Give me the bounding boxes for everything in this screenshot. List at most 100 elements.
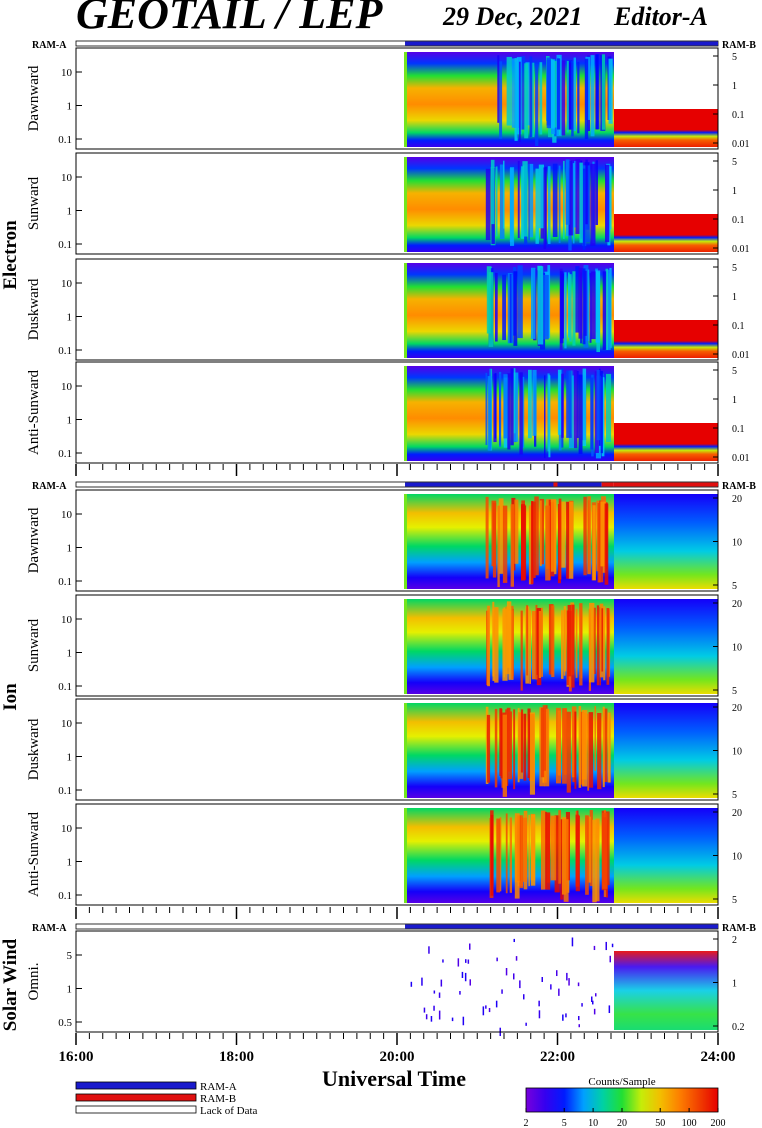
data-cell (438, 992, 441, 998)
data-cell (469, 979, 471, 986)
y-tick-label: 1 (67, 752, 73, 764)
y-tick-label: 10 (61, 67, 73, 79)
data-cell (568, 978, 570, 986)
data-cell (562, 1014, 564, 1021)
mode-bar: RAM-A RAM-B (32, 481, 756, 492)
colorbar-tick-label: 100 (682, 1118, 697, 1128)
data-streak (485, 372, 488, 446)
data-streak (535, 604, 538, 680)
data-streak (529, 712, 535, 795)
y2-tick-label: 0.01 (732, 139, 750, 150)
y2-tick-label: 0.1 (732, 110, 745, 121)
y2-tick-label: 5 (732, 52, 737, 63)
data-streak (566, 711, 571, 793)
data-streak (566, 370, 572, 438)
mode-bar: RAM-A RAM-B (32, 923, 756, 934)
data-cell (591, 996, 593, 1002)
data-streak (554, 815, 560, 893)
data-streak (526, 605, 529, 676)
data-streak (573, 370, 578, 449)
data-streak (602, 708, 608, 782)
data-streak (511, 274, 514, 344)
data-streak (546, 812, 551, 890)
data-streak (605, 268, 608, 351)
data-streak (560, 501, 566, 568)
data-streak (494, 607, 499, 683)
data-streak (538, 266, 544, 345)
data-streak (542, 705, 546, 771)
legend-label: RAM-A (200, 1081, 237, 1093)
data-streak (574, 711, 577, 789)
group-label: Ion (0, 683, 21, 711)
data-streak (495, 166, 498, 237)
y2-tick-label: 0.1 (732, 424, 745, 435)
data-streak (531, 267, 536, 339)
data-streak (404, 366, 407, 461)
data-streak (595, 270, 601, 343)
data-streak (592, 819, 597, 903)
data-streak (514, 499, 519, 564)
y-tick-label: 0.1 (58, 681, 72, 693)
x-tick-label: 24:00 (701, 1049, 736, 1065)
data-streak (582, 368, 587, 447)
data-cell (488, 1008, 491, 1013)
x-tick-label: 20:00 (380, 1049, 415, 1065)
y-tick-label: 10 (61, 172, 73, 184)
data-streak (522, 817, 528, 882)
data-streak (579, 603, 583, 686)
data-streak (585, 815, 589, 895)
chart-date: 29 Dec, 2021 (443, 2, 583, 31)
data-cell (609, 955, 611, 963)
mode-bar-left-label: RAM-A (32, 40, 67, 51)
data-cell (485, 1005, 487, 1009)
data-streak (544, 375, 546, 459)
data-streak (561, 273, 564, 339)
data-streak (547, 166, 551, 244)
data-streak (557, 369, 563, 435)
y2-tick-label: 1 (732, 186, 737, 197)
data-streak (595, 818, 600, 902)
data-streak (590, 163, 596, 246)
data-cell (608, 1005, 611, 1014)
data-streak (569, 62, 574, 130)
data-streak (606, 373, 612, 443)
time-axis (75, 907, 719, 919)
mode-bar-segment (405, 41, 718, 46)
y2-tick-label: 5 (732, 581, 737, 592)
data-streak (503, 374, 508, 439)
colorbar-tick-label: 5 (562, 1118, 567, 1128)
data-streak (602, 271, 607, 350)
data-streak (499, 817, 502, 892)
data-streak (488, 272, 494, 347)
data-cell (464, 972, 467, 982)
data-streak (520, 709, 524, 773)
data-streak (499, 708, 502, 776)
data-streak (404, 703, 407, 798)
y2-tick-label: 10 (732, 852, 742, 863)
data-cell (558, 988, 560, 996)
y2-tick-label: 0.2 (732, 1022, 745, 1033)
y-tick-label: 1 (67, 101, 73, 113)
data-streak (520, 56, 525, 130)
data-streak (485, 168, 491, 241)
data-block (614, 320, 718, 358)
data-streak (492, 608, 495, 681)
data-streak (563, 609, 566, 676)
colorbar-tick-label: 2 (524, 1118, 529, 1128)
y2-tick-label: 1 (732, 395, 737, 406)
data-cell (541, 977, 543, 983)
panel-frame (75, 47, 719, 150)
mode-bar-right-label: RAM-B (722, 40, 756, 51)
panel-label: Omni. (26, 963, 42, 1001)
x-tick-label: 22:00 (540, 1049, 575, 1065)
data-streak (514, 813, 520, 883)
data-block (614, 599, 718, 694)
legend-label: RAM-B (200, 1093, 236, 1105)
data-streak (535, 168, 539, 244)
data-streak (524, 63, 529, 139)
legend-swatch (75, 1081, 197, 1090)
data-streak (539, 500, 542, 567)
y2-tick-label: 2 (732, 935, 737, 946)
data-streak (592, 505, 596, 581)
data-cell (423, 1007, 426, 1013)
